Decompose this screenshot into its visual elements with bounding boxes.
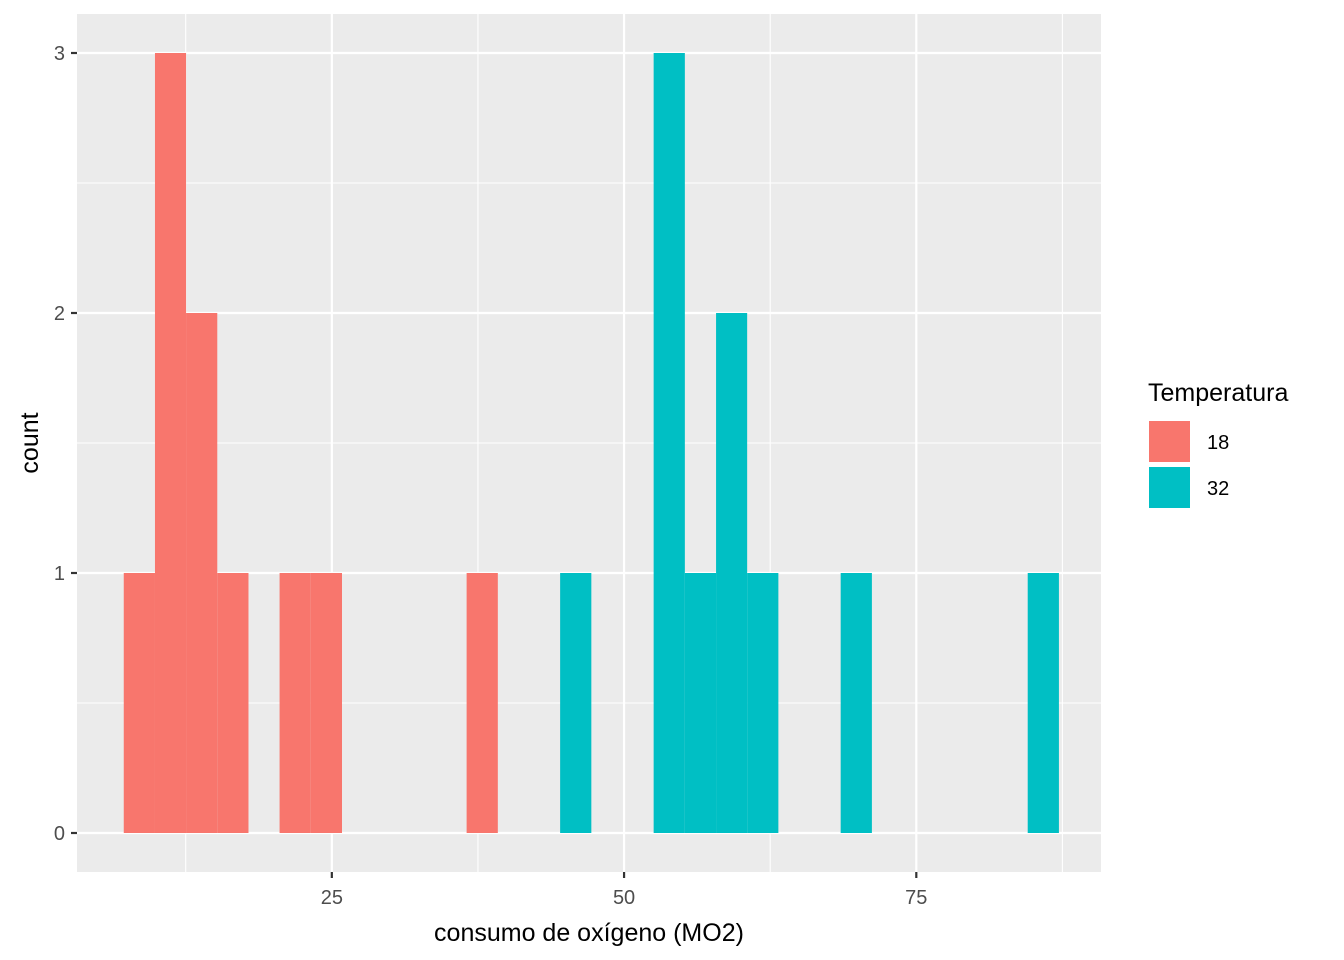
x-tick-label: 25 <box>321 887 343 909</box>
histogram-bar-18 <box>310 573 343 833</box>
histogram-bars <box>123 53 1059 833</box>
histogram-bar-32 <box>716 313 748 833</box>
histogram-bar-32 <box>684 573 717 833</box>
y-tick-label: 0 <box>54 823 65 845</box>
histogram-bar-32 <box>747 573 779 833</box>
legend-label-18: 18 <box>1207 432 1229 454</box>
legend: Temperatura 18 32 <box>1147 379 1288 510</box>
histogram-bar-18 <box>154 53 187 833</box>
histogram-bar-18 <box>123 573 155 833</box>
y-axis-title: count <box>16 412 44 473</box>
legend-key-32 <box>1147 465 1192 510</box>
legend-key-18 <box>1147 419 1192 464</box>
histogram-bar-18 <box>279 573 311 833</box>
histogram-bar-18 <box>217 573 249 833</box>
histogram-bar-32 <box>1027 573 1059 833</box>
histogram-bar-18 <box>466 573 498 833</box>
y-tick-label: 1 <box>54 563 65 585</box>
y-tick-label: 3 <box>54 43 65 65</box>
x-tick-label: 75 <box>905 887 927 909</box>
legend-label-32: 32 <box>1207 478 1229 500</box>
x-axis-title: consumo de oxígeno (MO2) <box>434 919 744 947</box>
y-axis: 0 1 2 3 <box>54 43 77 845</box>
legend-title: Temperatura <box>1148 379 1288 407</box>
x-axis: 25 50 75 <box>321 872 927 909</box>
x-tick-label: 50 <box>613 887 635 909</box>
histogram-bar-32 <box>653 53 685 833</box>
histogram-bar-18 <box>186 313 218 833</box>
y-tick-label: 2 <box>54 303 65 325</box>
histogram-bar-32 <box>560 573 592 833</box>
histogram-bar-32 <box>840 573 872 833</box>
